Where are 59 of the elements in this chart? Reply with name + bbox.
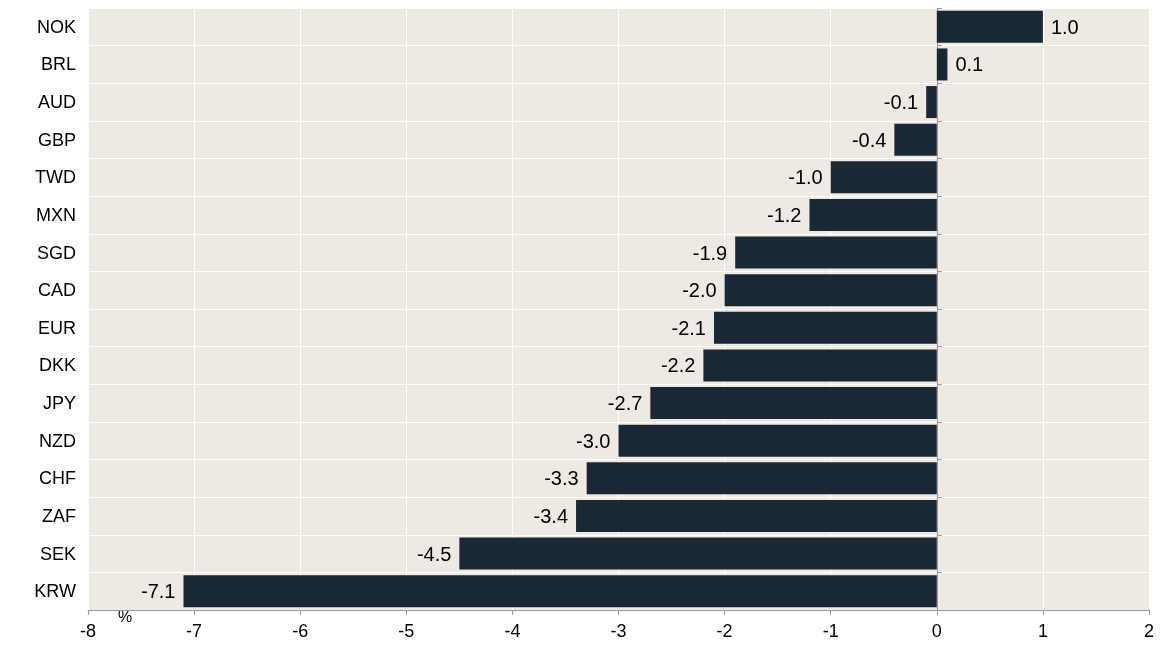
data-label: -7.1 (141, 580, 176, 603)
data-label: -0.1 (883, 91, 919, 114)
data-label: 1.0 (1050, 15, 1079, 38)
x-tick-label: 2 (1143, 621, 1155, 641)
bar (703, 349, 937, 382)
y-tick-label: EUR (37, 317, 76, 338)
y-tick-label: CAD (37, 280, 76, 301)
y-tick-label: AUD (37, 92, 76, 113)
bar (650, 387, 937, 420)
y-tick-label: SGD (36, 242, 76, 263)
bar (724, 274, 937, 307)
bar (459, 537, 937, 570)
data-label: 0.1 (955, 53, 984, 76)
x-tick-label: -8 (79, 621, 97, 641)
data-label: -2.7 (607, 392, 643, 415)
bar (735, 236, 937, 269)
y-tick-label: MXN (36, 204, 76, 225)
data-label: -2.2 (660, 354, 696, 377)
y-tick-label: DKK (38, 355, 76, 376)
bar (926, 86, 937, 119)
data-label: -4.5 (416, 542, 452, 565)
x-tick-label: -4 (504, 621, 521, 641)
x-tick-label: -6 (292, 621, 309, 641)
bar (894, 123, 937, 156)
y-tick-label: GBP (37, 129, 76, 150)
data-label: -1.0 (788, 166, 823, 189)
y-tick-label: NOK (36, 16, 76, 37)
y-tick-label: BRL (40, 54, 76, 75)
bar (713, 311, 937, 344)
bar (936, 10, 1043, 43)
x-tick-label: -2 (716, 621, 733, 641)
x-tick-label: 0 (931, 621, 942, 641)
y-tick-label: NZD (39, 430, 76, 451)
x-tick-label: -3 (610, 621, 627, 641)
y-tick-label: KRW (34, 581, 77, 602)
data-label: -1.9 (692, 241, 728, 264)
bar (576, 499, 937, 532)
data-label: -1.2 (767, 203, 802, 226)
y-tick-label: ZAF (42, 505, 76, 526)
y-tick-label: SEK (39, 543, 76, 564)
bar (809, 198, 937, 231)
x-tick-label: 1 (1037, 621, 1048, 641)
bar (586, 462, 937, 495)
y-tick-label: TWD (35, 167, 76, 188)
data-label: -3.4 (533, 504, 569, 527)
data-label: -0.4 (851, 128, 887, 151)
data-label: -3.0 (576, 429, 611, 452)
bar (183, 575, 937, 608)
bar (830, 161, 937, 194)
x-tick-label: -1 (822, 621, 839, 641)
bar (618, 424, 937, 457)
data-label: -3.3 (544, 467, 579, 490)
y-tick-label: JPY (42, 393, 76, 414)
y-tick-label: CHF (39, 468, 76, 489)
data-label: -2.0 (682, 279, 717, 302)
x-tick-label: -5 (398, 621, 415, 641)
bar (936, 48, 948, 81)
x-tick-label: -7 (186, 621, 203, 641)
data-label: -2.1 (671, 316, 706, 339)
